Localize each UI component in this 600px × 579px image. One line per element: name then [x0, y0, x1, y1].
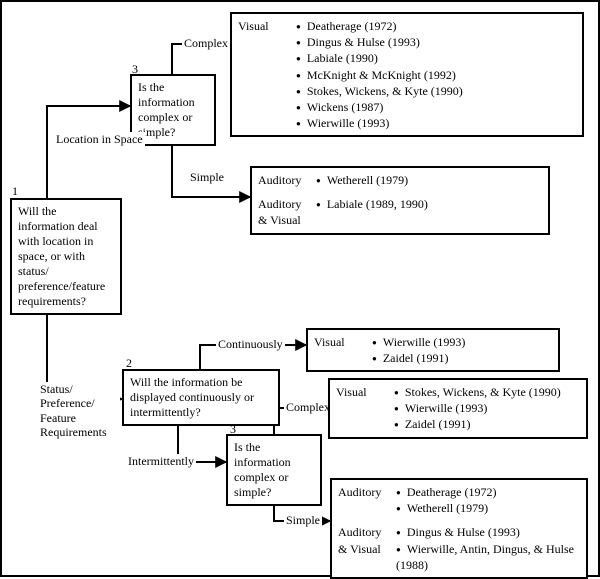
edge-simple-a-label: Simple [188, 170, 226, 185]
result-item: Wierwille (1993) [394, 400, 580, 416]
result-item: Dingus & Hulse (1993) [396, 524, 580, 540]
edge-continuously-label: Continuously [216, 337, 285, 352]
result-visual-continuous: VisualWierwille (1993)Zaidel (1991) [306, 328, 560, 372]
node-1-number: 1 [12, 184, 18, 199]
result-item: Wickens (1987) [296, 99, 576, 115]
result-items: Labiale (1989, 1990) [316, 196, 542, 212]
result-items: Stokes, Wickens, & Kyte (1990)Wierwille … [394, 384, 580, 433]
result-item: Wetherell (1979) [396, 500, 580, 516]
result-item: Deatherage (1972) [396, 484, 580, 500]
edge-location-label: Location in Space [54, 132, 145, 147]
result-items: Deatherage (1972)Wetherell (1979) [396, 484, 580, 516]
result-visual-complex-b: VisualStokes, Wickens, & Kyte (1990)Wier… [328, 378, 588, 439]
result-items: Wetherell (1979) [316, 172, 542, 188]
result-item: McKnight & McKnight (1992) [296, 67, 576, 83]
result-item: Zaidel (1991) [394, 416, 580, 432]
result-items: Deatherage (1972)Dingus & Hulse (1993)La… [296, 18, 576, 131]
result-item: Wetherell (1979) [316, 172, 542, 188]
edge-status-label: Status/ Preference/ Feature Requirements [38, 382, 120, 440]
edge-intermittently-label: Intermittently [126, 454, 196, 469]
result-item: Stokes, Wickens, & Kyte (1990) [394, 384, 580, 400]
node-3a-text: Is the information complex or simple? [138, 80, 195, 139]
result-item: Wierwille (1993) [372, 334, 552, 350]
result-item: Dingus & Hulse (1993) [296, 34, 576, 50]
node-3b-text: Is the information complex or simple? [234, 440, 291, 499]
edge-simple-b-label: Simple [284, 513, 322, 528]
result-auditory-simple-a: AuditoryWetherell (1979)Auditory & Visua… [250, 166, 550, 235]
result-items: Wierwille (1993)Zaidel (1991) [372, 334, 552, 366]
result-category: Visual [336, 384, 394, 400]
node-1: Will the information deal with location … [10, 198, 122, 315]
result-category: Visual [238, 18, 296, 34]
result-category: Visual [314, 334, 372, 350]
result-category: Auditory [338, 484, 396, 500]
result-category: Auditory & Visual [338, 524, 396, 556]
result-visual-complex-a: VisualDeatherage (1972)Dingus & Hulse (1… [230, 12, 584, 137]
result-item: Zaidel (1991) [372, 350, 552, 366]
node-3b: Is the information complex or simple? [226, 434, 322, 506]
result-category: Auditory [258, 172, 316, 188]
edge-complex-a-label: Complex [182, 36, 230, 51]
node-1-text: Will the information deal with location … [18, 204, 105, 308]
node-2: Will the information be displayed contin… [122, 369, 280, 426]
result-item: Deatherage (1972) [296, 18, 576, 34]
edge-complex-b-label: Complex [284, 400, 332, 415]
result-item: Labiale (1989, 1990) [316, 196, 542, 212]
result-category: Auditory & Visual [258, 196, 316, 228]
diagram-frame: 1 Will the information deal with locatio… [0, 0, 600, 577]
result-item: Labiale (1990) [296, 50, 576, 66]
result-items: Dingus & Hulse (1993)Wierwille, Antin, D… [396, 524, 580, 573]
node-2-text: Will the information be displayed contin… [130, 375, 254, 419]
result-item: Wierwille (1993) [296, 115, 576, 131]
result-item: Stokes, Wickens, & Kyte (1990) [296, 83, 576, 99]
result-item: Wierwille, Antin, Dingus, & Hulse (1988) [396, 541, 580, 573]
result-auditory-simple-b: AuditoryDeatherage (1972)Wetherell (1979… [330, 478, 588, 579]
